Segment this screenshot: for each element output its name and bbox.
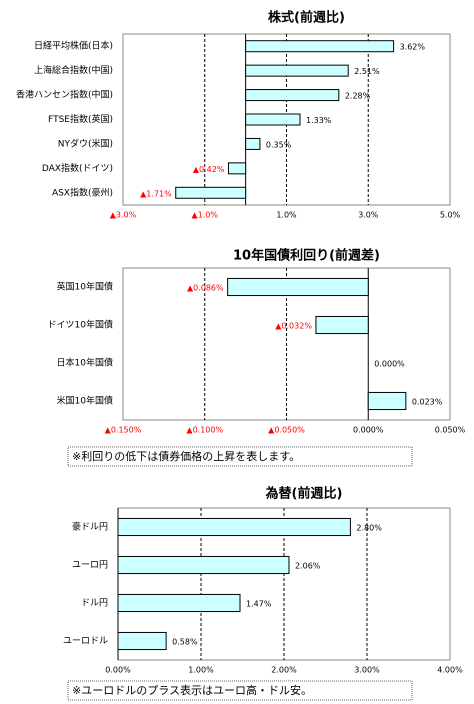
- bar: [117, 555, 290, 575]
- value-label: ▲0.42%: [193, 165, 225, 174]
- value-label: 2.28%: [345, 92, 371, 101]
- value-label: 1.33%: [306, 116, 332, 125]
- x-tick-label: 5.0%: [440, 211, 461, 220]
- value-label: 0.35%: [266, 140, 292, 149]
- x-tick-label: ▲3.0%: [110, 211, 137, 220]
- bar: [315, 315, 369, 335]
- category-label: 上海総合指数(中国): [34, 64, 113, 76]
- bar: [245, 89, 340, 102]
- value-label: 2.51%: [354, 67, 380, 76]
- category-label: ASX指数(豪州): [52, 186, 113, 198]
- value-label: 3.62%: [400, 43, 426, 52]
- x-tick-label: ▲1.0%: [192, 211, 219, 220]
- x-tick-label: 1.0%: [276, 211, 297, 220]
- x-tick-label: ▲0.150%: [105, 426, 142, 435]
- note-box: [67, 446, 413, 467]
- bar: [227, 277, 369, 297]
- value-label: ▲0.032%: [275, 322, 312, 331]
- category-label: 豪ドル円: [72, 521, 108, 533]
- value-label: 0.58%: [172, 638, 198, 647]
- chart-title: 株式(前週比): [268, 10, 345, 26]
- x-tick-label: 2.00%: [271, 666, 297, 675]
- x-tick-label: 3.0%: [358, 211, 379, 220]
- chart-title: 為替(前週比): [266, 486, 343, 502]
- category-label: ユーロ円: [72, 560, 108, 571]
- bar: [245, 113, 301, 126]
- category-label: ドイツ10年国債: [48, 319, 113, 331]
- value-label: 2.06%: [295, 562, 321, 571]
- bar: [245, 137, 261, 150]
- category-label: 英国10年国債: [57, 281, 113, 293]
- value-label: 2.80%: [356, 524, 382, 533]
- x-tick-label: ▲0.100%: [186, 426, 223, 435]
- category-label: NYダウ(米国): [58, 137, 113, 149]
- x-tick-label: 4.00%: [437, 666, 463, 675]
- bar: [175, 186, 247, 199]
- bar: [117, 593, 241, 613]
- value-label: ▲0.086%: [187, 284, 224, 293]
- bar: [117, 631, 167, 651]
- category-label: DAX指数(ドイツ): [42, 162, 113, 174]
- note: ※利回りの低下は債券価格の上昇を表します。: [72, 449, 300, 463]
- x-tick-label: ▲0.050%: [268, 426, 305, 435]
- note: ※ユーロドルのプラス表示はユーロ高・ドル安。: [72, 683, 312, 697]
- bar: [245, 40, 395, 53]
- value-label: 0.023%: [412, 398, 443, 407]
- category-label: ドル円: [81, 598, 108, 609]
- bar: [227, 162, 247, 175]
- x-tick-label: 1.00%: [188, 666, 214, 675]
- x-tick-label: 0.00%: [105, 666, 131, 675]
- x-tick-label: 0.000%: [353, 426, 384, 435]
- category-label: 香港ハンセン指数(中国): [16, 89, 113, 101]
- value-label: 1.47%: [246, 600, 272, 609]
- category-label: 米国10年国債: [57, 395, 113, 407]
- note-box: [67, 680, 413, 701]
- bar: [367, 391, 407, 411]
- x-tick-label: 0.050%: [435, 426, 466, 435]
- bar: [117, 517, 351, 537]
- category-label: ユーロドル: [63, 637, 108, 647]
- category-label: FTSE指数(英国): [48, 113, 113, 125]
- chart-title: 10年国債利回り(前週差): [233, 248, 380, 264]
- category-label: 日経平均株価(日本): [34, 40, 113, 52]
- x-tick-label: 3.00%: [354, 666, 380, 675]
- category-label: 日本10年国債: [57, 357, 113, 369]
- value-label: 0.000%: [374, 360, 405, 369]
- value-label: ▲1.71%: [140, 189, 172, 198]
- bar: [245, 64, 349, 77]
